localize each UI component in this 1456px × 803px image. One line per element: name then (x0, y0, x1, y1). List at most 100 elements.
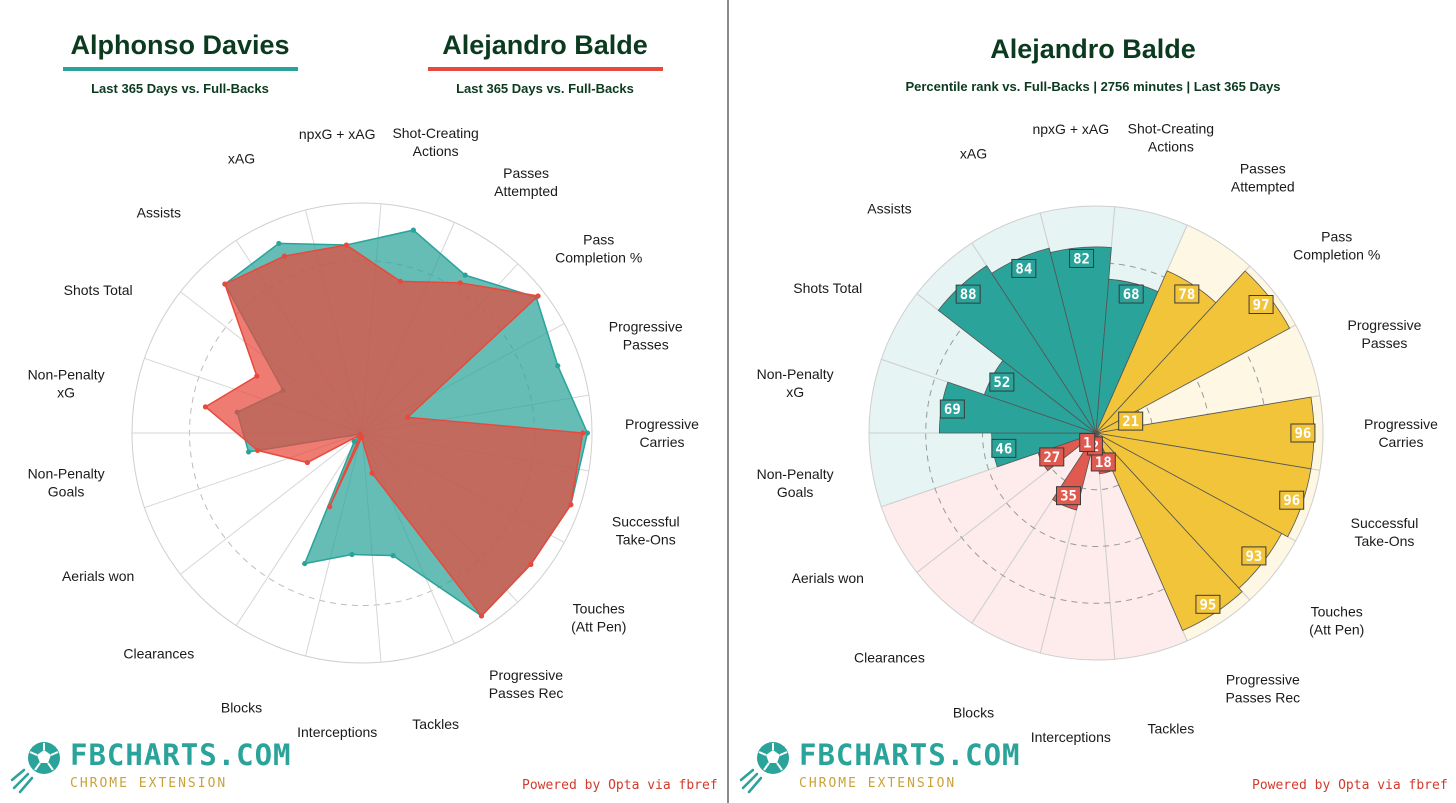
svg-text:84: 84 (1015, 261, 1032, 277)
radar-axis-label-non-penalty-xg: Non-Penalty xG (28, 367, 105, 401)
polar-axis-label-passes-attempted: Passes Attempted (1231, 161, 1295, 195)
radar-point-alphonso-davies-progressive-carries (584, 430, 591, 436)
panel-divider (727, 0, 729, 803)
player-one-underline (63, 67, 298, 71)
polar-value-label-tackles: 18 (1090, 452, 1116, 472)
polar-axis-label-shots-total: Shots Total (793, 280, 862, 296)
radar-point-alejandro-balde-successful-take-ons (568, 502, 574, 508)
comparison-panel: Alphonso Davies Last 365 Days vs. Full-B… (0, 0, 727, 803)
brand-name: FBCHARTS.COM (70, 738, 292, 772)
polar-axis-label-progressive-carries: Progressive Carries (1364, 416, 1438, 450)
polar-value-label-progressive-passes-rec: 95 (1195, 594, 1221, 614)
radar-chart: Progressive Carries Successful Take-Ons Touc… (28, 125, 700, 740)
polar-axis-label-touches-att-pen: Touches (Att Pen) (1309, 603, 1364, 637)
player-two-subtitle: Last 365 Days vs. Full-Backs (456, 81, 634, 96)
polar-value-label-touches-att-pen: 93 (1241, 546, 1267, 566)
svg-text:69: 69 (944, 402, 961, 418)
polar-axis-label-aerials-won: Aerials won (792, 570, 864, 586)
radar-point-alphonso-davies-clearances (351, 438, 357, 445)
svg-text:1: 1 (1083, 436, 1091, 452)
svg-text:96: 96 (1294, 426, 1311, 442)
polar-bar-npxg-xag (1049, 246, 1112, 434)
radar-axis-label-interceptions: Interceptions (297, 724, 377, 740)
polar-axis-label-shot-creating-actions: Shot-Creating Actions (1128, 120, 1214, 154)
powered-by-text: Powered by Opta via fbref (1252, 778, 1448, 793)
svg-text:27: 27 (1043, 450, 1060, 466)
svg-text:46: 46 (995, 441, 1012, 457)
radar-point-alejandro-balde-blocks (327, 504, 333, 510)
radar-point-alejandro-balde-passes-attempted (457, 280, 463, 286)
polar-value-label-xag: 84 (1011, 258, 1037, 278)
soccer-ball-icon (739, 742, 789, 794)
polar-value-label-successful-take-ons: 96 (1279, 490, 1305, 510)
player-two-underline (428, 67, 663, 71)
radar-axis-label-progressive-passes: Progressive Passes (609, 319, 683, 353)
polar-axis-label-successful-take-ons: Successful Take-Ons (1351, 515, 1419, 549)
svg-text:18: 18 (1095, 455, 1112, 471)
radar-axis-label-pass-completion: Pass Completion % (555, 232, 642, 266)
polar-value-label-blocks: 35 (1056, 486, 1082, 506)
polar-axis-label-clearances: Clearances (854, 649, 925, 665)
polar-value-label-clearances: 1 (1079, 433, 1096, 453)
brand-name: FBCHARTS.COM (799, 738, 1021, 772)
radar-axis-label-assists: Assists (137, 204, 181, 220)
polar-axis-label-non-penalty-goals: Non-Penalty Goals (757, 466, 834, 500)
svg-text:68: 68 (1123, 287, 1140, 303)
polar-axis-label-tackles: Tackles (1148, 721, 1195, 737)
radar-point-alejandro-balde-pass-completion (535, 293, 541, 299)
svg-text:88: 88 (960, 287, 977, 303)
svg-text:78: 78 (1178, 287, 1195, 303)
radar-axis-label-xag: xAG (228, 150, 255, 166)
brand-logo: FBCHARTS.COM CHROME EXTENSION (10, 736, 291, 796)
polar-axis-label-non-penalty-xg: Non-Penalty xG (757, 366, 834, 400)
polar-bg-progressive-passes (1095, 324, 1321, 434)
radar-point-alejandro-balde-clearances (357, 432, 364, 438)
radar-axis-label-passes-attempted: Passes Attempted (494, 165, 558, 199)
polar-axis-label-interceptions: Interceptions (1031, 729, 1111, 745)
soccer-ball-icon (10, 742, 60, 794)
percentile-panel: Alejandro Balde Percentile rank vs. Full… (729, 0, 1456, 803)
polar-axis-label-npxg-xag: npxG + xAG (1032, 121, 1109, 137)
radar-axis-label-clearances: Clearances (123, 646, 194, 662)
player-one-name: Alphonso Davies (70, 30, 290, 60)
svg-text:96: 96 (1283, 493, 1300, 509)
radar-axis-label-touches-att-pen: Touches (Att Pen) (571, 600, 626, 634)
radar-axis-label-tackles: Tackles (412, 716, 459, 732)
radar-point-alejandro-balde-shots-total (254, 373, 260, 379)
polar-bar-chart: 969693951823512746695288848268789721Prog… (757, 120, 1439, 745)
radar-axis-label-successful-take-ons: Successful Take-Ons (612, 513, 680, 547)
player-one-subtitle: Last 365 Days vs. Full-Backs (91, 81, 269, 96)
svg-text:52: 52 (993, 375, 1010, 391)
svg-text:35: 35 (1060, 489, 1077, 505)
polar-axis-label-progressive-passes: Progressive Passes (1348, 317, 1422, 351)
radar-point-alejandro-balde-progressive-carries (580, 430, 586, 436)
radar-area-alejandro-balde (204, 244, 584, 618)
radar-axis-label-shots-total: Shots Total (64, 282, 133, 298)
radar-point-alejandro-balde-npxg-xag (343, 242, 350, 248)
radar-point-alejandro-balde-assists (222, 281, 228, 287)
radar-point-alejandro-balde-non-penalty-goals (255, 447, 261, 454)
polar-axis-label-assists: Assists (867, 201, 911, 217)
radar-point-alphonso-davies-passes-attempted (462, 272, 468, 278)
radar-axis-label-shot-creating-actions: Shot-Creating Actions (392, 125, 478, 159)
radar-point-alphonso-davies-tackles (390, 553, 396, 559)
radar-point-alphonso-davies-progressive-passes (555, 363, 561, 369)
polar-value-label-shots-total: 52 (989, 372, 1015, 392)
svg-text:95: 95 (1200, 597, 1217, 613)
powered-by-text: Powered by Opta via fbref (522, 778, 718, 793)
radar-point-alphonso-davies-xag (276, 240, 282, 247)
svg-text:82: 82 (1073, 251, 1090, 267)
polar-axis-label-xag: xAG (960, 146, 987, 162)
polar-value-label-assists: 88 (955, 284, 981, 304)
polar-value-label-aerials-won: 27 (1039, 447, 1065, 467)
polar-value-label-progressive-carries: 96 (1290, 423, 1316, 443)
brand-logo: FBCHARTS.COM CHROME EXTENSION (739, 736, 1020, 796)
brand-tagline: CHROME EXTENSION (70, 776, 228, 791)
radar-point-alphonso-davies-interceptions (349, 551, 355, 558)
radar-point-alejandro-balde-non-penalty-xg (202, 404, 209, 410)
radar-axis-label-non-penalty-goals: Non-Penalty Goals (28, 465, 105, 499)
radar-point-alejandro-balde-progressive-passes (405, 414, 411, 420)
percentile-subtitle: Percentile rank vs. Full-Backs | 2756 mi… (905, 79, 1281, 94)
svg-text:93: 93 (1245, 549, 1262, 565)
polar-value-label-non-penalty-xg: 69 (939, 399, 965, 419)
